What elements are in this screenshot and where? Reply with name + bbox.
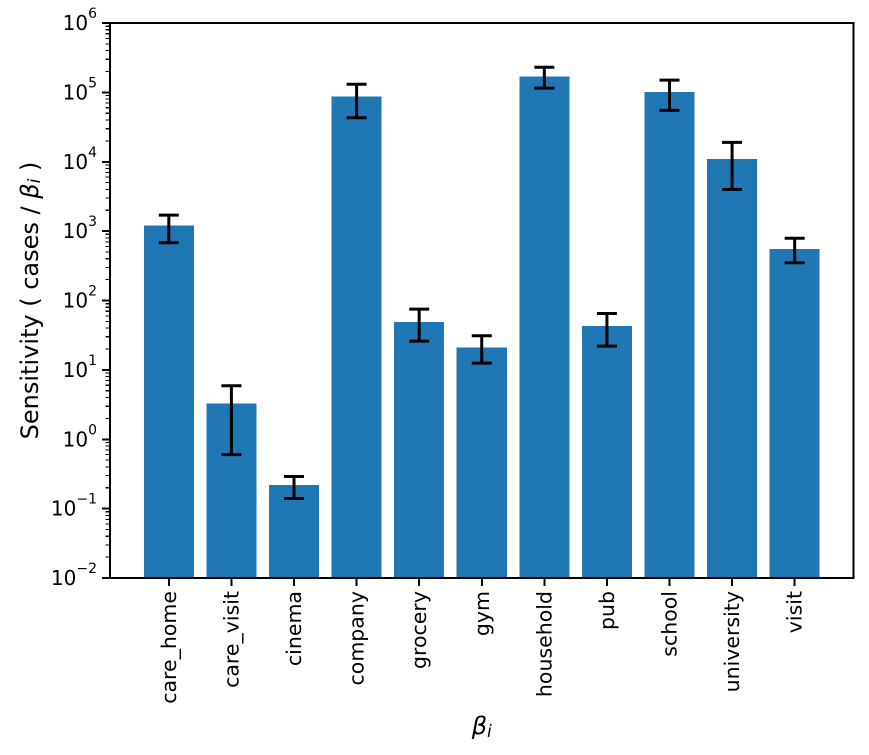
y-tick-label: 104 bbox=[63, 145, 97, 174]
y-tick-label: 103 bbox=[63, 214, 97, 243]
errorbar-school bbox=[659, 78, 680, 112]
y-tick-label: 10−1 bbox=[51, 492, 97, 521]
plot-frame bbox=[109, 22, 855, 579]
errorbar-cinema bbox=[283, 475, 304, 500]
errorbar-household bbox=[534, 65, 555, 90]
y-tick-label: 106 bbox=[63, 6, 97, 35]
x-tick-label-company: company bbox=[345, 591, 369, 685]
x-tick-label-household: household bbox=[532, 591, 556, 697]
bar-gym bbox=[456, 347, 507, 578]
errorbar-company bbox=[346, 82, 367, 120]
errorbar-university bbox=[722, 140, 743, 191]
bar-household bbox=[519, 76, 570, 578]
errorbar-gym bbox=[471, 334, 492, 365]
x-tick-label-visit: visit bbox=[783, 591, 807, 633]
bar-pub bbox=[581, 325, 632, 578]
errorbar-care_home bbox=[158, 213, 179, 245]
y-axis-label: Sensitivity ( cases / βi ) bbox=[16, 162, 45, 440]
y-tick-label: 101 bbox=[63, 353, 97, 382]
x-tick-label-care_visit: care_visit bbox=[219, 591, 244, 688]
x-tick-label-university: university bbox=[720, 591, 744, 692]
errorbar-care_visit bbox=[221, 384, 242, 457]
bar-visit bbox=[769, 249, 820, 578]
bar-care_home bbox=[143, 225, 194, 578]
bar-university bbox=[707, 158, 758, 578]
bar-school bbox=[644, 92, 695, 578]
bar-company bbox=[331, 96, 382, 578]
y-tick-label: 105 bbox=[63, 75, 97, 104]
x-tick-label-care_home: care_home bbox=[157, 591, 182, 704]
x-tick-label-cinema: cinema bbox=[282, 591, 306, 666]
x-tick-label-gym: gym bbox=[470, 591, 494, 636]
errorbar-pub bbox=[596, 311, 617, 348]
y-tick-label: 100 bbox=[63, 422, 97, 451]
errorbar-grocery bbox=[409, 307, 430, 343]
x-tick-label-school: school bbox=[658, 591, 682, 657]
errorbar-visit bbox=[784, 236, 805, 265]
bar-grocery bbox=[394, 321, 445, 578]
y-tick-label: 10−2 bbox=[51, 561, 97, 590]
x-axis-label: βi bbox=[471, 712, 492, 742]
bar-cinema bbox=[268, 484, 320, 578]
x-tick-label-pub: pub bbox=[595, 591, 619, 630]
x-tick-label-grocery: grocery bbox=[407, 591, 431, 669]
y-tick-label: 102 bbox=[63, 284, 97, 313]
